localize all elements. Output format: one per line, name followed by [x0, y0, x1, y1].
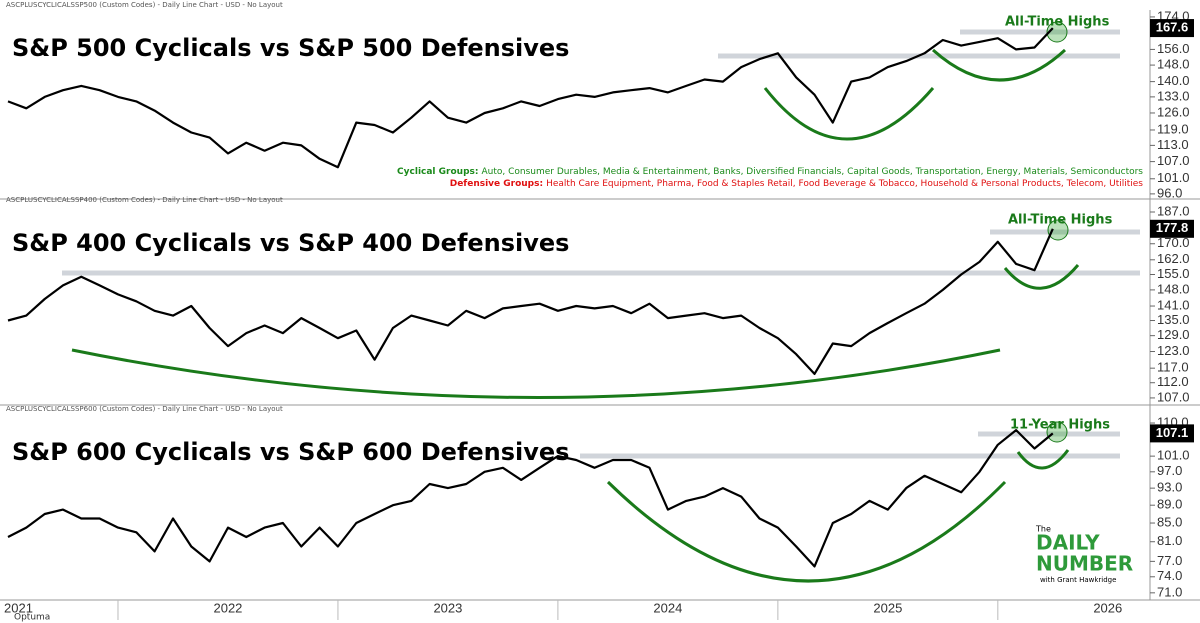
base-arc — [763, 87, 935, 141]
y-tick-label: 133.0 — [1157, 88, 1190, 103]
highlight-circle — [1046, 21, 1068, 43]
current-value-label: 107.1 — [1156, 425, 1189, 440]
y-tick-label: 113.0 — [1157, 137, 1189, 152]
logo-text: DAILY — [1036, 531, 1100, 555]
group-note: Defensive Groups: Health Care Equipment, … — [450, 179, 1144, 189]
y-tick-label: 135.0 — [1157, 312, 1190, 327]
y-tick-label: 85.0 — [1157, 514, 1182, 529]
y-tick-label: 107.0 — [1157, 389, 1190, 404]
y-tick-label: 74.0 — [1157, 568, 1182, 583]
chart-title: S&P 600 Cyclicals vs S&P 600 Defensives — [12, 438, 569, 466]
line-series — [7, 27, 1054, 169]
y-tick-label: 77.0 — [1157, 553, 1182, 568]
y-tick-label: 81.0 — [1157, 533, 1182, 548]
x-tick-label: 2026 — [1093, 600, 1122, 615]
group-note-label: Cyclical Groups: — [397, 167, 478, 177]
footer: Optuma — [14, 613, 50, 623]
chart-subtitle: ASCPLUSCYCLICALSSP600 (Custom Codes) - D… — [6, 405, 283, 413]
y-tick-label: 123.0 — [1157, 343, 1190, 358]
base-arc — [931, 48, 1067, 82]
y-tick-label: 71.0 — [1157, 584, 1182, 599]
y-tick-label: 107.0 — [1157, 153, 1190, 168]
y-tick-label: 140.0 — [1157, 73, 1190, 88]
x-tick-label: 2024 — [653, 600, 682, 615]
x-tick-label: 2023 — [433, 600, 462, 615]
y-tick-label: 93.0 — [1157, 480, 1182, 495]
y-tick-label: 148.0 — [1157, 281, 1190, 296]
y-tick-label: 141.0 — [1157, 297, 1190, 312]
y-tick-label: 148.0 — [1157, 57, 1190, 72]
current-value-label: 177.8 — [1156, 220, 1189, 235]
group-note-label: Defensive Groups: — [450, 179, 543, 189]
y-tick-label: 170.0 — [1157, 235, 1190, 250]
current-value-box — [1150, 424, 1194, 443]
group-note-text: Health Care Equipment, Pharma, Food & St… — [546, 179, 1143, 189]
current-value-box — [1150, 19, 1194, 38]
annotation: 11-Year Highs — [1010, 418, 1110, 433]
logo-text: The — [1035, 525, 1051, 534]
chart-title: S&P 500 Cyclicals vs S&P 500 Defensives — [12, 34, 569, 62]
base-arc — [71, 348, 1001, 399]
current-value-label: 167.6 — [1156, 20, 1189, 35]
x-tick-label: 2022 — [213, 600, 242, 615]
annotation: All-Time Highs — [1008, 213, 1113, 228]
base-arc — [1003, 264, 1080, 290]
x-tick-label: 2025 — [873, 600, 902, 615]
logo-text: with Grant Hawkridge — [1040, 576, 1116, 584]
y-tick-label: 162.0 — [1157, 251, 1190, 266]
y-tick-label: 156.0 — [1157, 41, 1190, 56]
current-value-box — [1150, 219, 1194, 238]
y-tick-label: 119.0 — [1157, 121, 1189, 136]
y-tick-label: 129.0 — [1157, 327, 1190, 342]
base-arc — [1016, 449, 1070, 470]
base-arc — [606, 480, 1007, 583]
highlight-circle — [1046, 421, 1068, 443]
y-tick-label: 101.0 — [1157, 448, 1190, 463]
y-tick-label: 97.0 — [1157, 463, 1182, 478]
line-series — [7, 429, 1054, 568]
group-note-text: Auto, Consumer Durables, Media & Enterta… — [481, 167, 1143, 177]
highlight-circle — [1047, 219, 1069, 241]
y-tick-label: 112.0 — [1157, 374, 1189, 389]
x-tick-label: 2021 — [4, 600, 33, 615]
line-series — [7, 228, 1054, 375]
chart-subtitle: ASCPLUSCYCLICALSSP400 (Custom Codes) - D… — [6, 196, 283, 204]
y-tick-label: 126.0 — [1157, 104, 1190, 119]
y-tick-label: 89.0 — [1157, 497, 1182, 512]
y-tick-label: 117.0 — [1157, 360, 1189, 375]
y-tick-label: 96.0 — [1157, 185, 1182, 200]
chart-title: S&P 400 Cyclicals vs S&P 400 Defensives — [12, 229, 569, 257]
logo-text: NUMBER — [1036, 552, 1133, 576]
y-tick-label: 101.0 — [1157, 170, 1190, 185]
group-note: Cyclical Groups: Auto, Consumer Durables,… — [397, 167, 1143, 177]
y-tick-label: 155.0 — [1157, 266, 1190, 281]
annotation: All-Time Highs — [1005, 15, 1110, 30]
y-tick-label: 187.0 — [1157, 203, 1190, 218]
chart-subtitle: ASCPLUSCYCLICALSSP500 (Custom Codes) - D… — [6, 1, 283, 9]
